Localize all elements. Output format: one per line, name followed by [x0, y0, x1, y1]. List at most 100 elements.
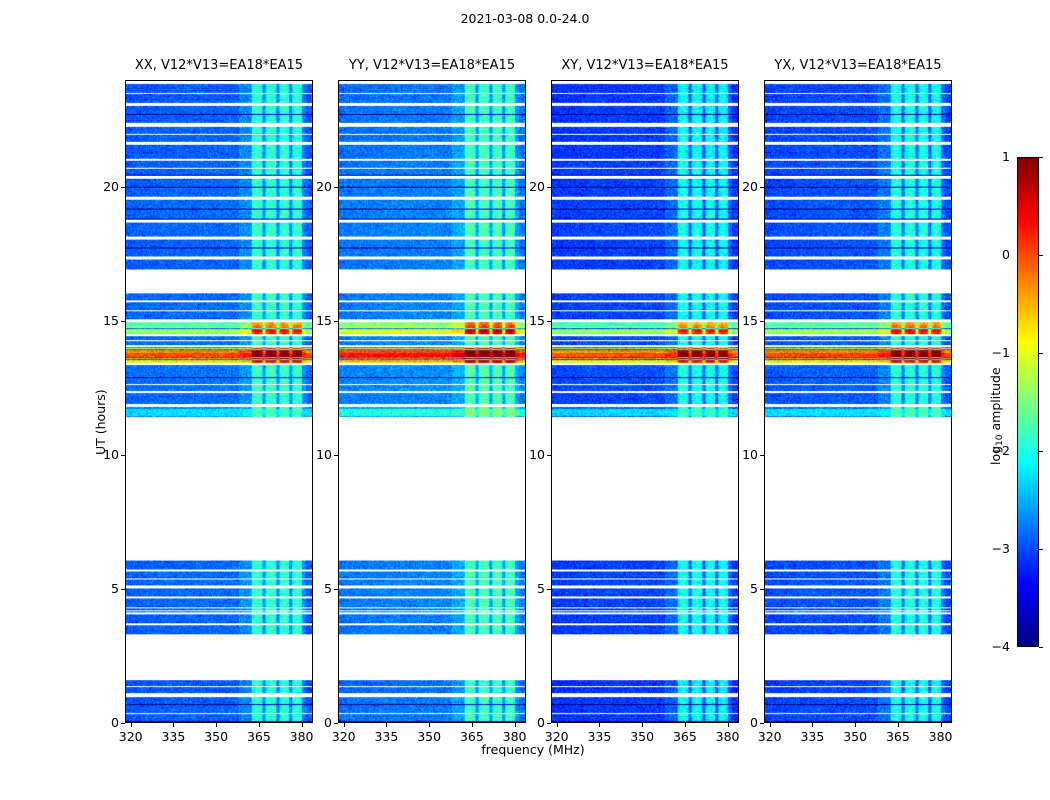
y-tick-label-20: 20: [529, 179, 545, 195]
y-tickmark: [334, 589, 338, 591]
x-tickmark: [940, 723, 942, 727]
x-tickmark: [258, 723, 260, 727]
y-tickmark: [121, 455, 125, 457]
x-tick-label-380: 380: [715, 729, 740, 744]
colorbar-tickmark: [1039, 255, 1043, 256]
x-tickmark: [684, 723, 686, 727]
y-tick-label-15: 15: [742, 313, 758, 329]
x-tickmark: [471, 723, 473, 727]
colorbar-tick-label-0: 0: [1002, 247, 1010, 262]
colorbar-tickmark: [1039, 647, 1043, 648]
colorbar-tick-label--1: −1: [991, 345, 1010, 360]
waterfall-panel-xx[interactable]: [125, 80, 313, 723]
y-axis-label: UT (hours): [93, 389, 108, 455]
x-tick-label-350: 350: [417, 729, 442, 744]
x-tickmark: [173, 723, 175, 727]
x-tick-label-380: 380: [502, 729, 527, 744]
y-tick-label-5: 5: [750, 581, 758, 597]
waterfall-panel-yx[interactable]: [764, 80, 952, 723]
colorbar[interactable]: [1017, 157, 1039, 647]
colorbar-tickmark: [1039, 549, 1043, 550]
panel-title-xx: XX, V12*V13=EA18*EA15: [134, 58, 304, 73]
x-tickmark: [429, 723, 431, 727]
y-tickmark: [121, 187, 125, 189]
x-tickmark: [343, 723, 345, 727]
y-tick-label-15: 15: [529, 313, 545, 329]
y-tickmark: [547, 723, 551, 724]
x-tick-label-350: 350: [843, 729, 868, 744]
x-tick-label-320: 320: [544, 729, 569, 744]
x-tickmark: [301, 723, 303, 727]
y-tickmark: [547, 187, 551, 189]
y-tickmark: [760, 187, 764, 189]
y-tick-label-5: 5: [537, 581, 545, 597]
y-tick-label-5: 5: [324, 581, 332, 597]
x-tickmark: [599, 723, 601, 727]
y-tick-label-0: 0: [111, 715, 119, 730]
x-tick-label-380: 380: [289, 729, 314, 744]
x-tick-label-350: 350: [630, 729, 655, 744]
y-tickmark: [121, 321, 125, 323]
panel-title-yx: YX, V12*V13=EA18*EA15: [774, 58, 942, 73]
x-tick-label-320: 320: [118, 729, 143, 744]
waterfall-panel-yy[interactable]: [338, 80, 526, 723]
y-tickmark: [121, 589, 125, 591]
panel-title-xy: XY, V12*V13=EA18*EA15: [561, 58, 729, 73]
x-tickmark: [556, 723, 558, 727]
colorbar-tickmark: [1039, 157, 1043, 158]
y-tickmark: [760, 589, 764, 591]
x-tickmark: [727, 723, 729, 727]
x-tick-label-350: 350: [204, 729, 229, 744]
y-tickmark: [334, 187, 338, 189]
y-tickmark: [334, 455, 338, 457]
x-tick-label-335: 335: [161, 729, 186, 744]
waterfall-panel-xy[interactable]: [551, 80, 739, 723]
y-tick-label-10: 10: [529, 447, 545, 463]
y-tick-label-0: 0: [324, 715, 332, 730]
colorbar-label: log10 amplitude: [988, 367, 1005, 465]
x-tick-label-365: 365: [246, 729, 271, 744]
x-tickmark: [386, 723, 388, 727]
y-tick-label-15: 15: [103, 313, 119, 329]
y-tick-label-0: 0: [537, 715, 545, 730]
x-tickmark: [769, 723, 771, 727]
colorbar-tick-label--4: −4: [991, 639, 1010, 654]
y-tickmark: [760, 321, 764, 323]
x-tick-label-365: 365: [459, 729, 484, 744]
x-tick-label-365: 365: [672, 729, 697, 744]
y-tick-label-20: 20: [742, 179, 758, 195]
y-tick-label-0: 0: [750, 715, 758, 730]
x-tickmark: [812, 723, 814, 727]
x-tickmark: [855, 723, 857, 727]
y-tickmark: [547, 455, 551, 457]
y-tickmark: [760, 455, 764, 457]
panel-title-yy: YY, V12*V13=EA18*EA15: [348, 58, 516, 73]
figure-suptitle: 2021-03-08 0.0-24.0: [460, 11, 590, 26]
colorbar-label-subscript: 10: [994, 434, 1005, 446]
x-tick-label-335: 335: [587, 729, 612, 744]
x-tickmark: [642, 723, 644, 727]
colorbar-tick-label-1: 1: [1002, 149, 1010, 164]
x-axis-label: frequency (MHz): [481, 742, 585, 757]
x-tickmark: [897, 723, 899, 727]
y-tickmark: [121, 723, 125, 724]
y-tickmark: [547, 321, 551, 323]
y-tick-label-10: 10: [103, 447, 119, 463]
y-tickmark: [334, 723, 338, 724]
x-tickmark: [216, 723, 218, 727]
x-tick-label-365: 365: [885, 729, 910, 744]
y-tickmark: [547, 589, 551, 591]
y-tickmark: [334, 321, 338, 323]
y-tick-label-5: 5: [111, 581, 119, 597]
x-tick-label-335: 335: [800, 729, 825, 744]
y-tick-label-10: 10: [742, 447, 758, 463]
x-tick-label-380: 380: [928, 729, 953, 744]
colorbar-label-prefix: log: [988, 445, 1003, 465]
y-tickmark: [760, 723, 764, 724]
x-tick-label-335: 335: [374, 729, 399, 744]
colorbar-tickmark: [1039, 451, 1043, 452]
x-tickmark: [130, 723, 132, 727]
colorbar-tick-label--2: −2: [991, 443, 1010, 458]
y-tick-label-20: 20: [103, 179, 119, 195]
